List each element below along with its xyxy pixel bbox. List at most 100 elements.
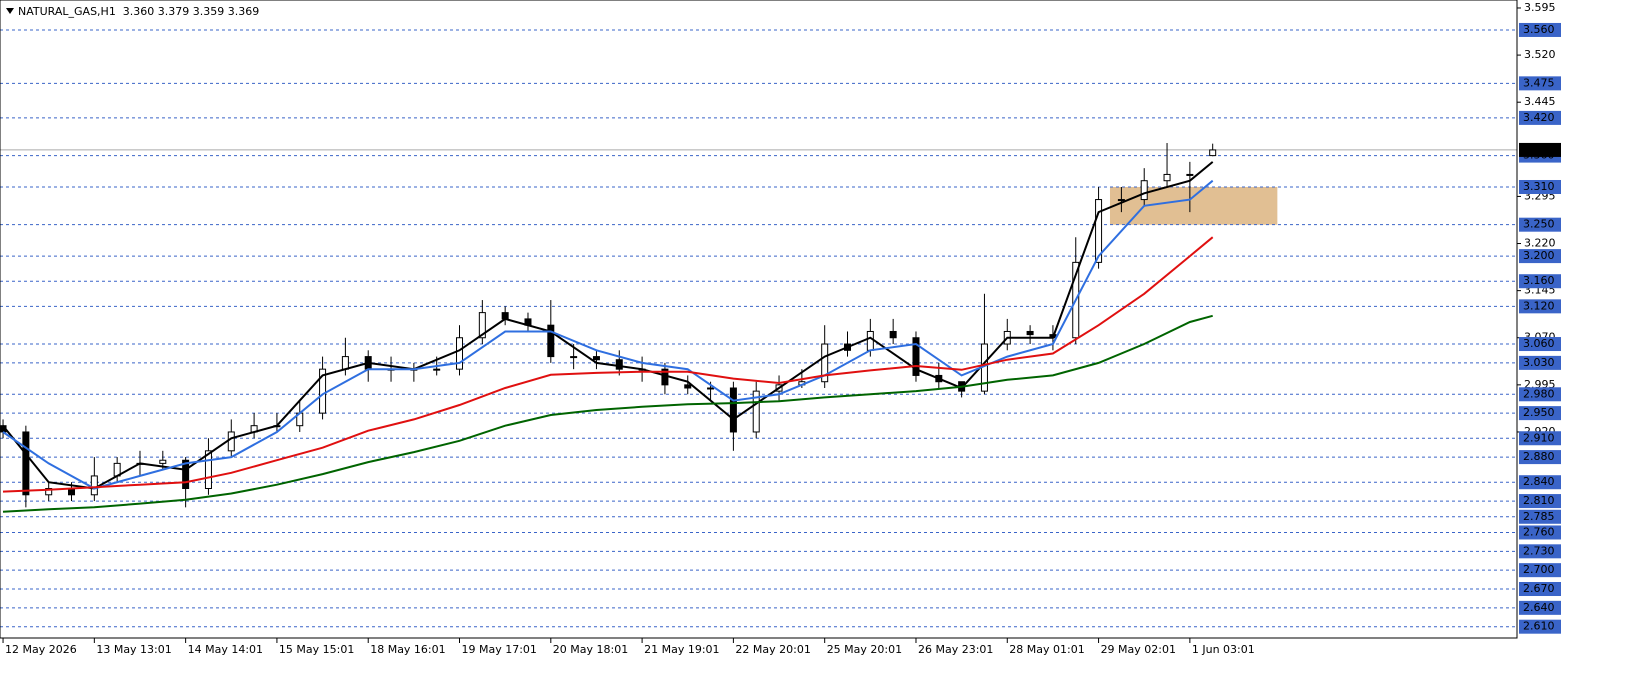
candle-body [1117,199,1125,202]
x-tick-label: 20 May 18:01 [553,643,628,656]
level-label: 3.120 [1523,299,1555,312]
ma-line [2,179,1214,490]
level-label-box [1519,110,1561,125]
x-tick-label: 26 May 23:01 [918,643,993,656]
candle-body [1095,199,1103,263]
level-label-box [1519,475,1561,490]
x-tick-label: 22 May 20:01 [735,643,810,656]
level-label-box [1519,544,1561,559]
level-label-box [1519,431,1561,446]
x-tick-label: 19 May 17:01 [462,643,537,656]
level-label-box [1519,619,1561,634]
ma-line [2,236,1214,493]
level-label: 3.475 [1523,76,1555,89]
level-label: 2.950 [1523,406,1555,419]
candle-body [821,343,829,383]
level-label: 2.880 [1523,450,1555,463]
level-label: 3.310 [1523,180,1555,193]
candle-body [889,330,897,339]
x-tick-label: 15 May 15:01 [279,643,354,656]
candle-body [433,368,441,371]
candle-body [684,384,692,389]
y-tick-label: 3.595 [1524,1,1556,14]
level-label: 3.200 [1523,249,1555,262]
x-tick-label: 21 May 19:01 [644,643,719,656]
y-tick-label: 3.220 [1524,237,1556,250]
level-label-box [1519,22,1561,37]
candle-body [866,330,874,351]
level-label: 2.700 [1523,563,1555,576]
level-label: 2.730 [1523,544,1555,557]
candle-body [1186,173,1194,176]
zone [1109,186,1278,225]
candle-body [1209,149,1217,157]
level-label: 2.610 [1523,620,1555,633]
x-tick-label: 12 May 2026 [5,643,77,656]
level-label-box [1519,355,1561,370]
level-label-box [1519,76,1561,91]
x-tick-label: 28 May 01:01 [1009,643,1084,656]
level-label-box [1519,600,1561,615]
candle-body [1026,330,1034,336]
last-price-label: 3.369 [1523,143,1555,156]
candle-body [615,359,623,370]
level-label: 3.420 [1523,111,1555,124]
candle-body [319,368,327,414]
level-label: 3.060 [1523,337,1555,350]
level-label-box [1519,406,1561,421]
candle-body [159,459,167,464]
menu-arrow[interactable] [6,8,14,14]
level-label: 3.250 [1523,218,1555,231]
x-tick-label: 25 May 20:01 [827,643,902,656]
level-label: 2.785 [1523,510,1555,523]
candle-body [912,337,920,376]
level-label-box [1519,387,1561,402]
level-label-box [1519,563,1561,578]
candle-body [456,337,464,370]
level-label-box [1519,450,1561,465]
level-label-box [1519,582,1561,597]
candle-body [707,387,715,390]
level-label-box [1519,179,1561,194]
candle-body [90,475,98,496]
candle-body [729,387,737,433]
candle-body [752,390,760,433]
x-tick-label: 18 May 16:01 [370,643,445,656]
level-label-box [1519,337,1561,352]
level-label: 2.760 [1523,525,1555,538]
plot-frame [0,0,1518,639]
candle-body [1140,180,1148,201]
level-label: 3.030 [1523,356,1555,369]
candle-body [182,459,190,490]
candle-body [570,356,578,359]
level-label-box [1519,494,1561,509]
candle-body [45,488,53,496]
level-label: 2.810 [1523,494,1555,507]
y-tick-label: 3.445 [1524,95,1556,108]
level-label-box [1519,299,1561,314]
candle-body [478,312,486,339]
x-tick-label: 29 May 02:01 [1101,643,1176,656]
level-label-box [1519,217,1561,232]
chart-title: NATURAL_GAS,H1 3.360 3.379 3.359 3.369 [18,5,259,18]
plot-area [0,29,1517,628]
level-label: 3.160 [1523,274,1555,287]
ma-line [2,161,1214,490]
y-tick-label: 3.520 [1524,48,1556,61]
level-label: 2.910 [1523,431,1555,444]
level-label-box [1519,525,1561,540]
candle-body [341,356,349,370]
x-tick-label: 14 May 14:01 [188,643,263,656]
level-label: 2.840 [1523,475,1555,488]
last-price-box [1519,142,1561,157]
level-label-box [1519,509,1561,524]
x-tick-label: 13 May 13:01 [96,643,171,656]
level-label: 2.670 [1523,582,1555,595]
level-label: 2.980 [1523,387,1555,400]
candle-body [204,450,212,490]
candle-body [547,324,555,358]
level-label: 2.640 [1523,601,1555,614]
candle-body [227,431,235,452]
candle-body [22,431,30,496]
